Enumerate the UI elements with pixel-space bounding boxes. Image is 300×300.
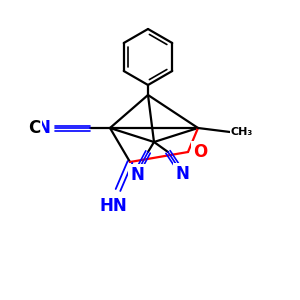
Text: N: N: [36, 119, 50, 137]
Text: N: N: [175, 165, 189, 183]
Text: O: O: [193, 143, 207, 161]
Text: N: N: [130, 166, 144, 184]
Text: C: C: [28, 119, 40, 137]
Text: CH₃: CH₃: [231, 127, 253, 137]
Text: HN: HN: [99, 197, 127, 215]
